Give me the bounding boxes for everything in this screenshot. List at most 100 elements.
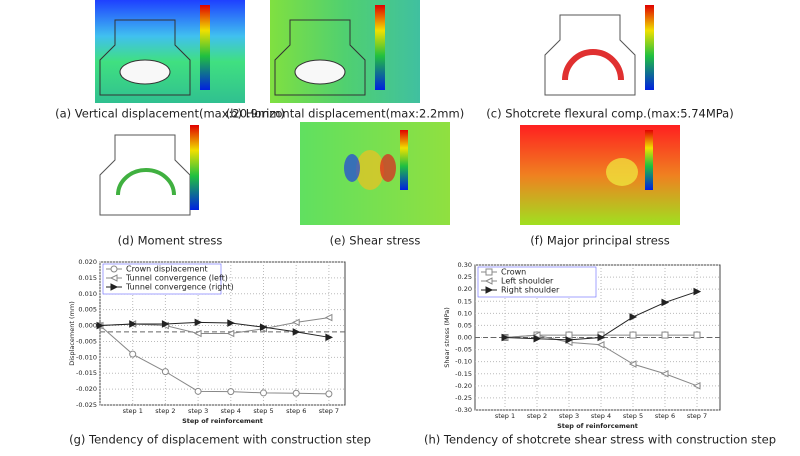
y-tick-label: 0.10 [458, 309, 472, 317]
x-axis-label: Step of reinforcement [557, 422, 638, 430]
y-tick-label: 0.15 [458, 297, 472, 305]
marker [129, 350, 137, 358]
x-tick-label: step 6 [286, 407, 306, 415]
caption: (a) Vertical displacement(max:20.9mm) [55, 107, 285, 121]
y-tick-label: 0.015 [78, 274, 97, 282]
marker [693, 287, 702, 296]
x-tick-label: step 5 [623, 412, 643, 420]
x-axis-label: Step of reinforcement [182, 417, 263, 425]
legend-marker [485, 286, 494, 294]
y-tick-label: 0.20 [458, 285, 472, 293]
x-tick-label: step 4 [221, 407, 241, 415]
marker [596, 340, 605, 349]
legend-label: Right shoulder [501, 286, 560, 295]
x-tick-label: step 3 [188, 407, 208, 415]
x-tick-label: step 2 [155, 407, 175, 415]
marker [194, 318, 203, 327]
marker [661, 331, 669, 339]
caption: (c) Shotcrete flexural comp.(max:5.74MPa… [486, 107, 733, 121]
panel-a [95, 0, 245, 103]
marker [227, 319, 235, 327]
y-tick-label: 0.000 [78, 322, 97, 330]
series-line [99, 325, 329, 395]
marker [661, 298, 670, 307]
legend-marker [485, 268, 493, 276]
y-tick-label: 0.30 [458, 261, 472, 269]
y-tick-label: -0.10 [455, 358, 472, 366]
y-tick-label: -0.05 [455, 346, 472, 354]
x-tick-label: step 6 [655, 412, 675, 420]
x-tick-label: step 2 [527, 412, 547, 420]
marker [96, 321, 105, 330]
marker [565, 336, 574, 344]
caption: (d) Moment stress [118, 234, 223, 248]
marker [227, 388, 235, 396]
legend-marker [110, 265, 118, 273]
marker [161, 368, 169, 376]
y-tick-label: -0.025 [76, 401, 97, 409]
y-tick-label: 0.25 [458, 273, 472, 281]
marker [692, 382, 701, 390]
marker [325, 390, 333, 398]
legend-label: Left shoulder [501, 277, 554, 286]
marker [226, 329, 235, 338]
y-tick-label: -0.30 [455, 406, 472, 414]
legend-label: Tunnel convergence (right) [125, 283, 234, 292]
marker [292, 318, 300, 327]
marker [161, 320, 170, 328]
caption: (e) Shear stress [330, 234, 421, 248]
marker [629, 331, 637, 339]
caption: (f) Major principal stress [530, 234, 670, 248]
legend-marker [110, 283, 119, 291]
x-tick-label: step 4 [591, 412, 611, 420]
marker [693, 331, 701, 339]
legend-marker [109, 274, 118, 282]
marker [660, 369, 669, 378]
caption: (h) Tendency of shotcrete shear stress w… [424, 433, 776, 447]
caption: (g) Tendency of displacement with constr… [69, 433, 371, 447]
legend-box [477, 266, 597, 298]
marker [628, 360, 637, 368]
y-axis-label: Displacement (mm) [68, 301, 76, 366]
x-tick-label: step 7 [687, 412, 707, 420]
marker [629, 313, 638, 321]
y-tick-label: 0.020 [78, 258, 97, 266]
series-line [99, 321, 329, 338]
y-tick-label: 0.00 [458, 334, 472, 342]
x-tick-label: step 7 [319, 407, 339, 415]
y-tick-label: -0.20 [455, 382, 472, 390]
y-tick-label: -0.15 [455, 370, 472, 378]
marker [533, 334, 542, 343]
y-tick-label: -0.005 [76, 337, 97, 345]
x-tick-label: step 3 [559, 412, 579, 420]
y-tick-label: 0.005 [78, 306, 97, 314]
marker [597, 333, 606, 342]
panel-e [300, 122, 450, 225]
marker [260, 323, 268, 331]
y-tick-label: -0.010 [76, 353, 97, 361]
legend-label: Tunnel convergence (left) [125, 274, 228, 283]
marker [501, 333, 510, 342]
x-tick-label: step 5 [253, 407, 273, 415]
marker [260, 389, 267, 397]
x-tick-label: step 1 [123, 407, 143, 415]
marker [292, 328, 301, 336]
y-tick-label: -0.015 [76, 369, 97, 377]
panel-f [520, 125, 680, 225]
y-tick-label: 0.010 [78, 290, 97, 298]
marker [194, 387, 202, 395]
caption: (b) Horizontal displacement(max:2.2mm) [226, 107, 464, 121]
marker [325, 333, 334, 342]
legend-label: Crown [501, 268, 526, 277]
marker [129, 320, 137, 328]
legend-label: Crown displacement [126, 265, 208, 274]
panel-b [270, 0, 420, 103]
marker [193, 329, 202, 338]
legend-marker [484, 277, 493, 285]
y-axis-label: Shear stress (MPa) [443, 307, 451, 368]
panel-c [544, 5, 654, 96]
y-tick-label: -0.020 [76, 385, 97, 393]
y-tick-label: -0.25 [455, 394, 472, 402]
x-tick-label: step 1 [495, 412, 515, 420]
